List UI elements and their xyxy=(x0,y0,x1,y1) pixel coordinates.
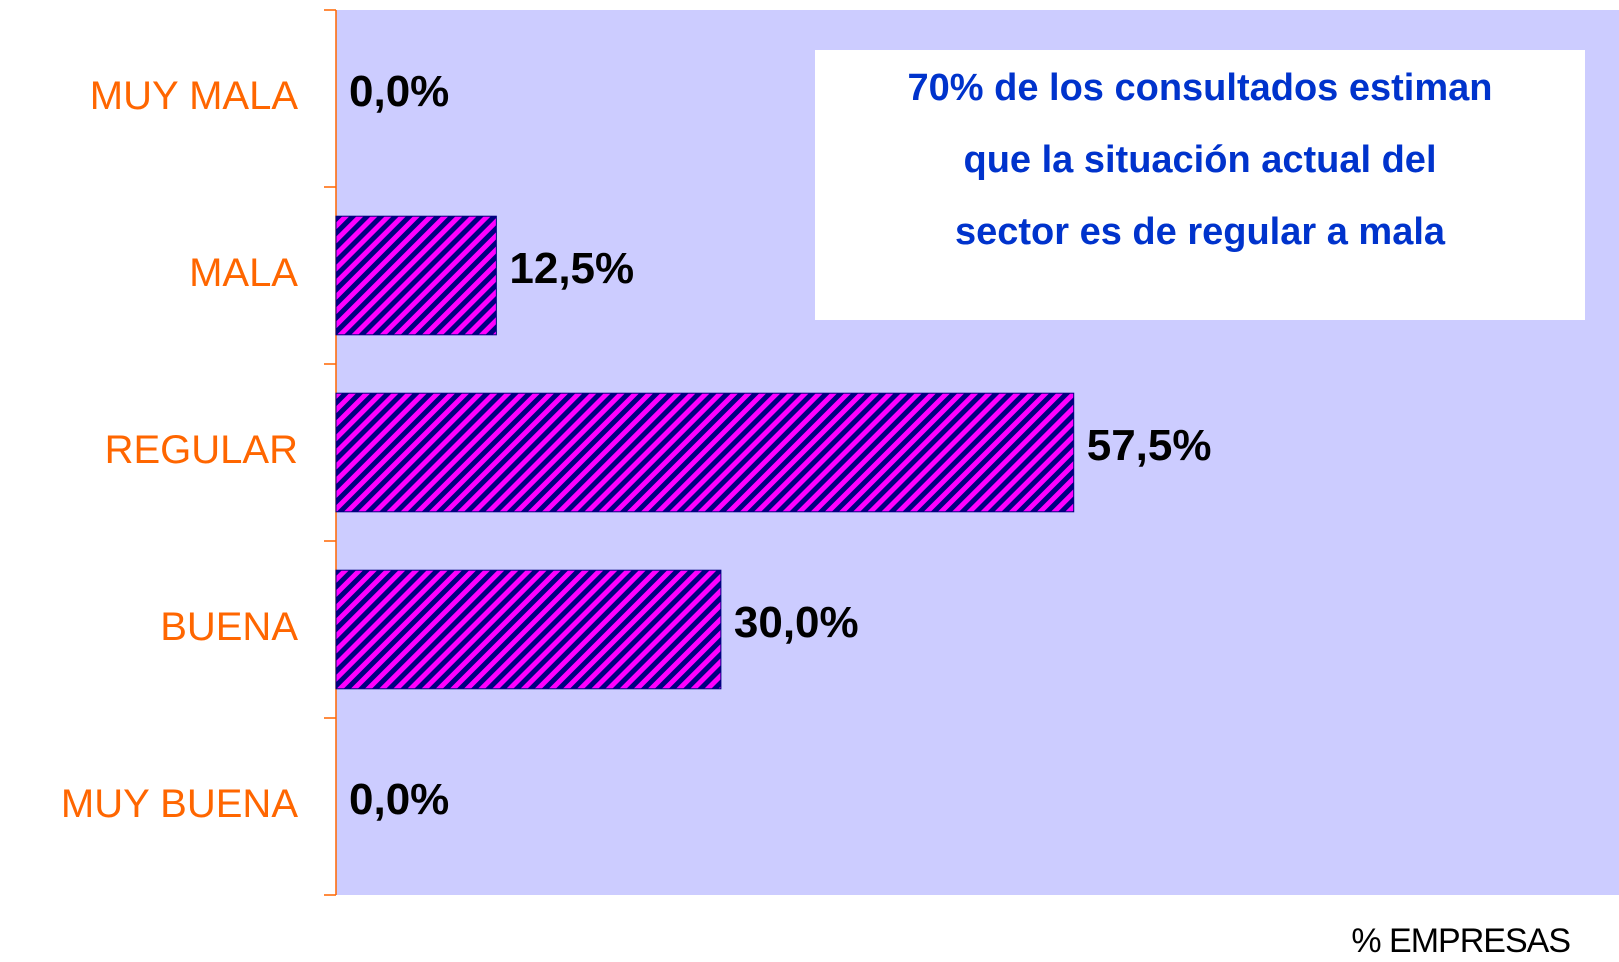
annotation-text: 70% de los consultados estiman xyxy=(908,67,1493,109)
category-label: MUY MALA xyxy=(90,74,299,118)
value-label: 0,0% xyxy=(349,67,449,116)
bar xyxy=(335,215,497,336)
annotation-box xyxy=(815,50,1585,320)
value-label: 57,5% xyxy=(1087,421,1212,470)
x-axis-label: % EMPRESAS xyxy=(1351,922,1570,960)
category-label: REGULAR xyxy=(105,428,298,472)
value-label: 0,0% xyxy=(349,775,449,824)
annotation-text: sector es de regular a mala xyxy=(955,211,1446,253)
category-label: MUY BUENA xyxy=(61,782,298,826)
bar xyxy=(335,392,1075,513)
annotation-text: que la situación actual del xyxy=(963,139,1436,181)
category-label: MALA xyxy=(189,251,298,295)
category-label: BUENA xyxy=(160,605,298,649)
value-label: 12,5% xyxy=(509,244,634,293)
bar xyxy=(335,569,722,690)
value-label: 30,0% xyxy=(734,598,859,647)
